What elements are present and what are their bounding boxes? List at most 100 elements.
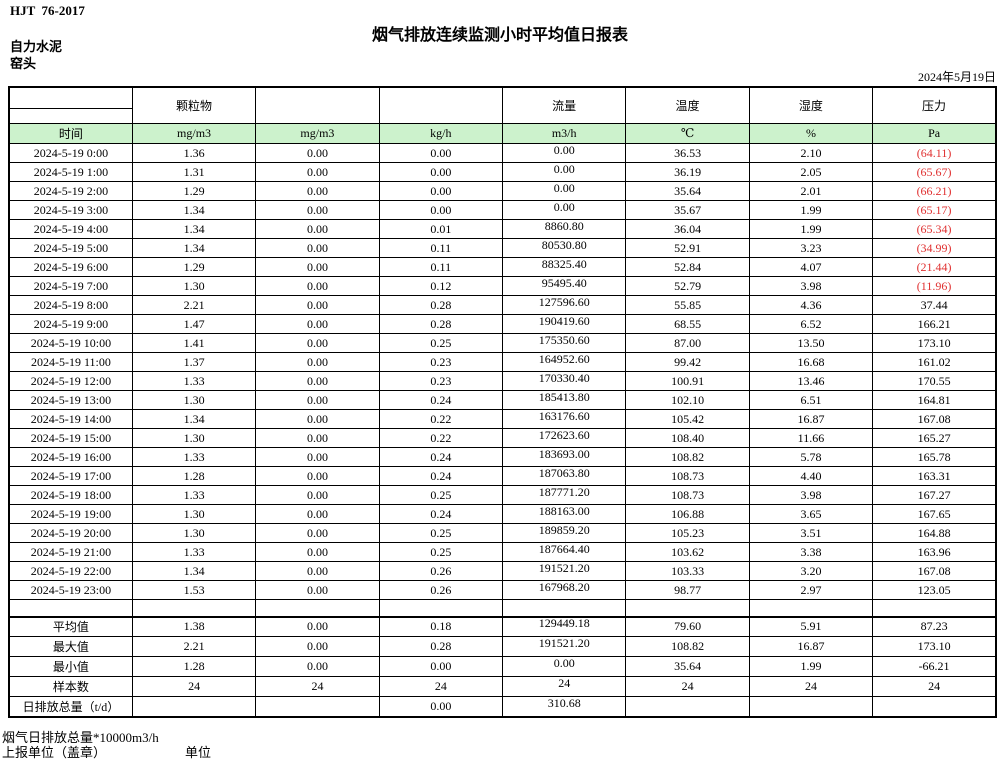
value-cell: 1.29 — [131, 181, 257, 201]
flow-value: 187771.20 — [538, 485, 590, 499]
value-cell: 108.40 — [625, 428, 750, 448]
value-cell: 2.21 — [131, 295, 257, 315]
value-cell: 1.34 — [131, 219, 257, 239]
table-row: 2024-5-19 11:00 1.37 0.00 0.23 164952.60 99.4… — [8, 352, 997, 372]
value-cell: 0.00 — [255, 181, 380, 201]
unit-kgh: kg/h — [378, 123, 504, 144]
value-cell: 0.00 — [255, 333, 380, 353]
value-cell: 0.00 — [255, 542, 380, 562]
value-cell: 1.53 — [131, 580, 257, 600]
value-cell: 35.67 — [625, 200, 750, 220]
value-cell: 24 — [378, 676, 504, 697]
row-label-cell: 平均值 — [8, 615, 133, 637]
corner-cell-top — [10, 88, 132, 109]
value-cell: 0.00 — [255, 143, 380, 163]
value-cell: 191521.20 — [501, 636, 627, 657]
value-cell: 13.46 — [748, 371, 874, 391]
value-cell: 1.47 — [131, 314, 257, 334]
table-row: 2024-5-19 17:00 1.28 0.00 0.24 187063.80 108.… — [8, 466, 997, 486]
value-cell: 187063.80 — [501, 466, 627, 486]
table-row: 最小值 1.28 0.00 0.00 0.00 35.64 1.99 -66.21 — [8, 656, 997, 677]
value-cell: 1.99 — [748, 656, 874, 677]
value-cell: 0.26 — [378, 561, 504, 581]
row-label-cell: 2024-5-19 18:00 — [8, 485, 133, 505]
row-label-cell: 2024-5-19 1:00 — [8, 162, 133, 182]
row-label-cell: 2024-5-19 7:00 — [8, 276, 133, 296]
unit-label: 单位 — [185, 745, 212, 760]
value-cell: 0.22 — [378, 428, 504, 448]
table-row: 2024-5-19 6:00 1.29 0.00 0.11 88325.40 52.84 4… — [8, 257, 997, 277]
value-cell: 0.00 — [255, 523, 380, 543]
flow-value: 0.00 — [553, 143, 575, 157]
flow-value: 310.68 — [547, 696, 581, 710]
value-cell — [131, 599, 257, 617]
value-cell: 173.10 — [872, 333, 997, 353]
value-cell: 0.00 — [255, 428, 380, 448]
value-cell: 0.18 — [378, 615, 504, 637]
value-cell: 3.51 — [748, 523, 874, 543]
value-cell: 0.24 — [378, 466, 504, 486]
row-label-cell: 日排放总量（t/d） — [8, 696, 133, 717]
value-cell: (64.11) — [872, 143, 997, 163]
table-row: 2024-5-19 10:00 1.41 0.00 0.25 175350.60 87.0… — [8, 333, 997, 353]
flow-value: 0.00 — [553, 656, 575, 671]
value-cell: 16.87 — [748, 409, 874, 429]
value-cell: 105.23 — [625, 523, 750, 543]
row-label-cell: 2024-5-19 10:00 — [8, 333, 133, 353]
value-cell: 0.00 — [255, 561, 380, 581]
page-title: 烟气排放连续监测小时平均值日报表 — [371, 27, 628, 44]
unit-percent: % — [748, 123, 874, 144]
value-cell: 189859.20 — [501, 523, 627, 543]
value-cell: 175350.60 — [501, 333, 627, 353]
value-cell: 0.00 — [255, 504, 380, 524]
value-cell: 167.27 — [872, 485, 997, 505]
value-cell: 4.07 — [748, 257, 874, 277]
value-cell — [625, 696, 750, 717]
group-header-row: 颗粒物 流量 温度 湿度 压力 — [8, 86, 997, 124]
flow-value: 170330.40 — [538, 371, 590, 385]
table-row: 2024-5-19 23:00 1.53 0.00 0.26 167968.20 98.7… — [8, 580, 997, 600]
table-row: 2024-5-19 19:00 1.30 0.00 0.24 188163.00 106.… — [8, 504, 997, 524]
value-cell: 6.52 — [748, 314, 874, 334]
value-cell: 1.34 — [131, 200, 257, 220]
column-header-flow: 流量 — [501, 86, 627, 124]
row-label-cell: 2024-5-19 15:00 — [8, 428, 133, 448]
value-cell: 24 — [748, 676, 874, 697]
value-cell: 0.25 — [378, 485, 504, 505]
value-cell — [748, 599, 874, 617]
value-cell: 1.31 — [131, 162, 257, 182]
value-cell: 1.41 — [131, 333, 257, 353]
monitor-location: 窑头 — [10, 56, 37, 71]
value-cell: 0.00 — [378, 656, 504, 677]
value-cell: 0.00 — [255, 314, 380, 334]
report-date: 2024年5月19日 — [917, 70, 996, 84]
table-row: 2024-5-19 9:00 1.47 0.00 0.28 190419.60 68.55… — [8, 314, 997, 334]
column-header-particulate: 颗粒物 — [131, 86, 257, 124]
value-cell: 8860.80 — [501, 219, 627, 239]
row-label-cell: 2024-5-19 23:00 — [8, 580, 133, 600]
standard-code: HJT 76-2017 — [10, 3, 85, 18]
value-cell: 108.82 — [625, 636, 750, 657]
flow-value: 80530.80 — [541, 238, 587, 252]
flow-value: 189859.20 — [538, 523, 590, 537]
value-cell: 167968.20 — [501, 580, 627, 600]
value-cell: 95495.40 — [501, 276, 627, 296]
value-cell: 1.99 — [748, 219, 874, 239]
value-cell: 103.62 — [625, 542, 750, 562]
column-header-temperature: 温度 — [625, 86, 750, 124]
column-header-pressure: 压力 — [872, 86, 997, 124]
value-cell: 0.11 — [378, 238, 504, 258]
value-cell: 0.12 — [378, 276, 504, 296]
unit-pa: Pa — [872, 123, 997, 144]
value-cell: 79.60 — [625, 615, 750, 637]
table-row: 2024-5-19 4:00 1.34 0.00 0.01 8860.80 36.04 1.… — [8, 219, 997, 239]
table-row: 平均值 1.38 0.00 0.18 129449.18 79.60 5.91 87.23 — [8, 615, 997, 637]
report-table-body: 2024-5-19 0:00 1.36 0.00 0.00 0.00 36.53 2.10(… — [8, 143, 997, 717]
value-cell: 0.00 — [378, 200, 504, 220]
value-cell: 2.10 — [748, 143, 874, 163]
table-row: 2024-5-19 8:00 2.21 0.00 0.28 127596.60 55.85… — [8, 295, 997, 315]
value-cell: 190419.60 — [501, 314, 627, 334]
value-cell: 55.85 — [625, 295, 750, 315]
flow-value: 127596.60 — [538, 295, 590, 309]
